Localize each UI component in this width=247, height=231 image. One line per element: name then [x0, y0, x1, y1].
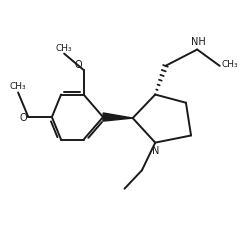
Text: CH₃: CH₃ — [56, 43, 72, 52]
Text: O: O — [20, 112, 27, 122]
Text: NH: NH — [191, 37, 206, 47]
Text: N: N — [152, 146, 159, 155]
Polygon shape — [103, 113, 133, 122]
Text: O: O — [75, 60, 82, 70]
Text: CH₃: CH₃ — [10, 82, 26, 91]
Text: CH₃: CH₃ — [221, 60, 238, 69]
